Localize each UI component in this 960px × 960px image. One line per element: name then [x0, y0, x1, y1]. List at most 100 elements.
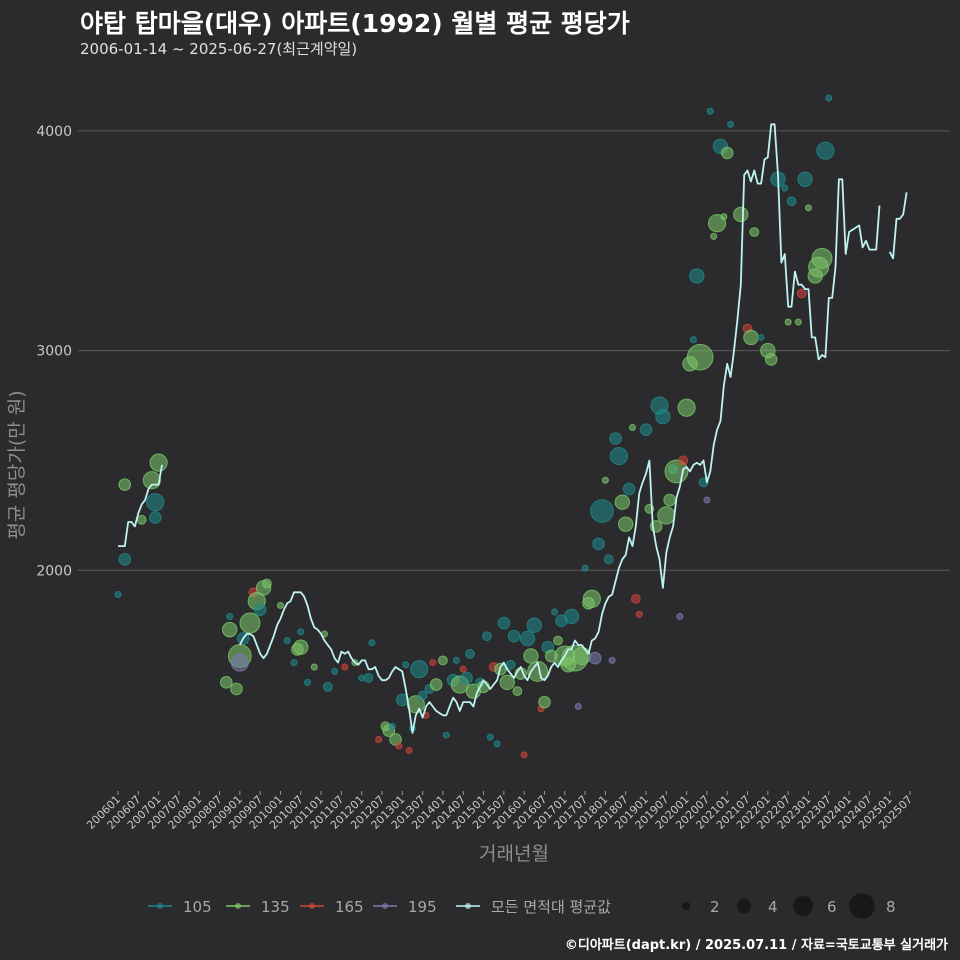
- data-point-195: [230, 653, 249, 672]
- data-point-105: [519, 630, 536, 647]
- data-point-165: [630, 593, 641, 604]
- y-tick-label: 2000: [36, 563, 72, 579]
- data-point-105: [118, 553, 132, 566]
- data-point-135: [749, 227, 760, 237]
- legend-label-s195: 195: [408, 898, 437, 916]
- data-point-105: [603, 554, 614, 565]
- data-point-165: [405, 746, 413, 754]
- data-point-135: [614, 494, 631, 510]
- data-point-105: [497, 616, 511, 630]
- data-point-195: [676, 612, 684, 620]
- data-point-105: [507, 629, 521, 643]
- data-point-105: [505, 659, 516, 670]
- data-point-135: [221, 621, 238, 638]
- data-point-135: [142, 471, 161, 490]
- legend-label-avg: 모든 면적대 평균값: [491, 898, 611, 916]
- data-point-135: [136, 514, 147, 525]
- data-point-165: [429, 659, 437, 667]
- average-line-segment: [118, 464, 163, 547]
- data-point-105: [816, 141, 835, 160]
- data-point-105: [781, 184, 789, 192]
- data-point-105: [592, 537, 605, 551]
- legend-dot-s165: [309, 903, 315, 909]
- data-point-195: [588, 651, 602, 665]
- data-point-105: [689, 268, 705, 284]
- x-axis-label: 거래년월: [479, 843, 549, 865]
- y-tick-label: 4000: [36, 124, 72, 140]
- data-point-105: [706, 107, 714, 115]
- data-point-135: [406, 695, 425, 714]
- data-point-135: [527, 660, 549, 682]
- data-point-165: [459, 665, 467, 673]
- data-point-105: [442, 731, 450, 739]
- legend-dot-s105: [157, 903, 163, 909]
- data-point-105: [590, 499, 614, 523]
- data-point-135: [538, 695, 551, 709]
- data-point-135: [686, 343, 714, 371]
- data-point-105: [363, 673, 374, 683]
- data-point-135: [239, 612, 261, 634]
- data-point-135: [601, 476, 609, 484]
- data-point-135: [572, 646, 591, 666]
- legend-label-s165: 165: [335, 898, 364, 916]
- data-point-135: [628, 424, 636, 432]
- data-point-135: [733, 206, 749, 223]
- data-point-165: [395, 742, 403, 750]
- data-point-105: [786, 196, 797, 207]
- data-point-135: [743, 329, 759, 346]
- data-point-105: [226, 612, 234, 620]
- data-point-135: [293, 639, 309, 655]
- y-axis-ticks: 2000 3000 4000: [36, 124, 72, 579]
- data-point-105: [465, 648, 475, 659]
- size-legend-circle: [849, 893, 875, 919]
- chart-subtitle: 2006-01-14 ~ 2025-06-27(최근계약일): [80, 40, 358, 58]
- data-point-135: [220, 676, 233, 689]
- chart-title: 야탑 탑마을(대우) 아파트(1992) 월별 평균 평당가: [80, 9, 630, 38]
- data-point-135: [499, 674, 515, 691]
- data-point-105: [581, 564, 589, 572]
- data-point-105: [655, 408, 671, 425]
- data-point-165: [796, 288, 807, 299]
- data-point-135: [677, 398, 696, 417]
- data-point-105: [304, 678, 312, 686]
- data-point-105: [825, 94, 833, 102]
- data-point-195: [703, 496, 711, 504]
- size-legend-circle: [736, 898, 752, 914]
- data-point-105: [486, 733, 494, 741]
- data-point-135: [582, 589, 601, 608]
- data-point-105: [322, 681, 333, 692]
- data-point-105: [452, 656, 460, 664]
- data-point-105: [526, 617, 543, 633]
- data-point-105: [114, 590, 122, 598]
- data-point-105: [639, 423, 653, 437]
- average-line-segment: [238, 123, 881, 734]
- data-point-135: [149, 453, 168, 472]
- data-point-105: [148, 511, 162, 524]
- average-line: [118, 123, 908, 734]
- size-legend-label: 8: [886, 898, 896, 916]
- data-point-105: [388, 722, 396, 730]
- data-point-105: [283, 637, 291, 645]
- average-line-segment: [888, 192, 908, 260]
- data-point-105: [797, 171, 813, 187]
- data-point-135: [512, 686, 523, 697]
- data-point-135: [276, 601, 284, 609]
- data-point-105: [290, 659, 298, 667]
- size-legend-label: 4: [768, 898, 778, 916]
- size-legend-label: 6: [827, 898, 837, 916]
- data-point-135: [429, 678, 443, 691]
- data-point-165: [341, 663, 349, 671]
- data-point-135: [118, 478, 132, 491]
- data-point-135: [794, 318, 802, 326]
- data-point-135: [720, 213, 728, 221]
- scatter-points: [114, 94, 835, 759]
- legend-dot-s195: [382, 903, 388, 909]
- data-point-135: [523, 648, 539, 664]
- data-point-195: [574, 703, 582, 711]
- data-point-135: [230, 682, 243, 696]
- data-point-105: [609, 446, 629, 466]
- y-axis-label: 평균 평당가(만 원): [6, 390, 28, 539]
- data-point-105: [253, 603, 267, 617]
- legend-dot-s135: [235, 903, 241, 909]
